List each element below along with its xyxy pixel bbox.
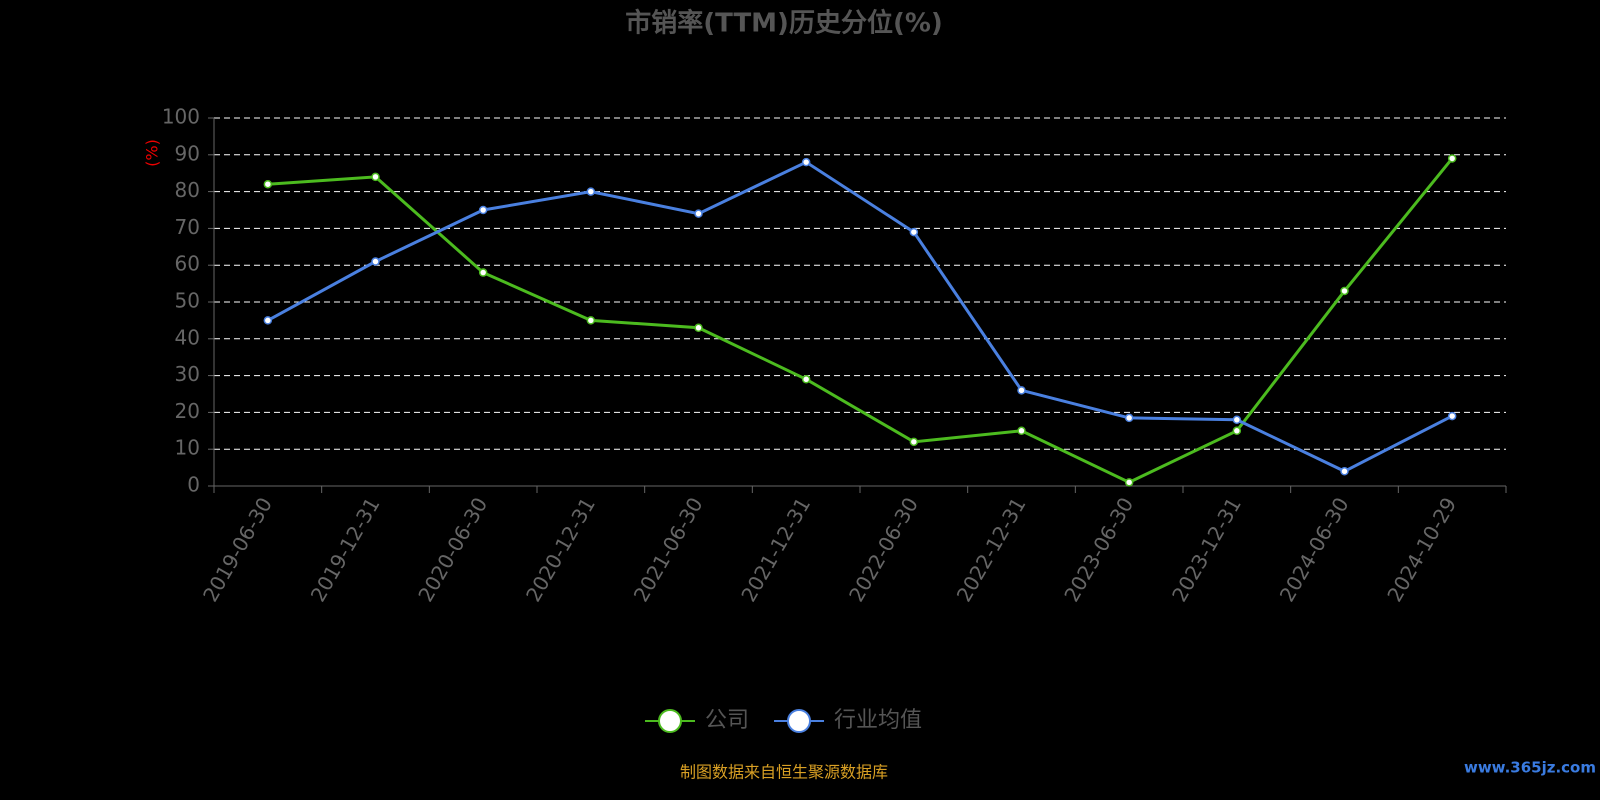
data-point <box>263 179 273 189</box>
data-point <box>1232 426 1242 436</box>
y-tick-label: 60 <box>175 252 200 276</box>
data-point <box>1232 415 1242 425</box>
series-line <box>267 160 1453 473</box>
data-point <box>371 257 380 266</box>
data-point <box>801 375 811 384</box>
y-tick-label: 20 <box>175 399 200 423</box>
data-point <box>1447 154 1457 163</box>
y-tick-label: 80 <box>175 178 200 202</box>
data-point <box>909 227 919 237</box>
chart-title: 市销率(TTM)历史分位(%) <box>625 8 943 39</box>
data-point <box>371 172 380 182</box>
y-tick-label: 90 <box>175 141 200 165</box>
y-tick-label: 70 <box>175 215 200 239</box>
data-point <box>478 268 488 277</box>
source-note: 制图数据来自恒生聚源数据库 <box>680 763 888 782</box>
data-point <box>478 205 488 215</box>
y-tick-label: 50 <box>175 289 200 313</box>
legend-label: 公司 <box>705 708 749 733</box>
legend-marker <box>787 709 812 733</box>
y-tick-label: 10 <box>175 436 200 460</box>
data-point <box>694 323 703 333</box>
data-point <box>1124 413 1134 423</box>
data-point <box>586 187 596 196</box>
legend-marker <box>658 709 682 733</box>
series-line <box>267 157 1454 484</box>
data-point <box>1017 386 1026 395</box>
data-point <box>586 316 596 325</box>
y-tick-label: 40 <box>175 325 200 349</box>
data-point <box>263 316 273 325</box>
y-tick-label: 0 <box>187 473 200 497</box>
data-point <box>801 157 811 167</box>
y-tick-label: 100 <box>162 105 200 129</box>
y-axis-label: (%) <box>143 139 162 167</box>
watermark: www.365jz.com <box>1464 759 1596 777</box>
data-point <box>1124 478 1134 487</box>
legend-label: 行业均值 <box>834 708 922 733</box>
data-point <box>1017 426 1026 436</box>
data-point <box>1447 411 1457 421</box>
data-point <box>909 437 919 447</box>
y-tick-label: 30 <box>175 362 200 386</box>
data-point <box>1340 467 1349 476</box>
data-point <box>1340 286 1349 296</box>
data-point <box>694 209 703 218</box>
